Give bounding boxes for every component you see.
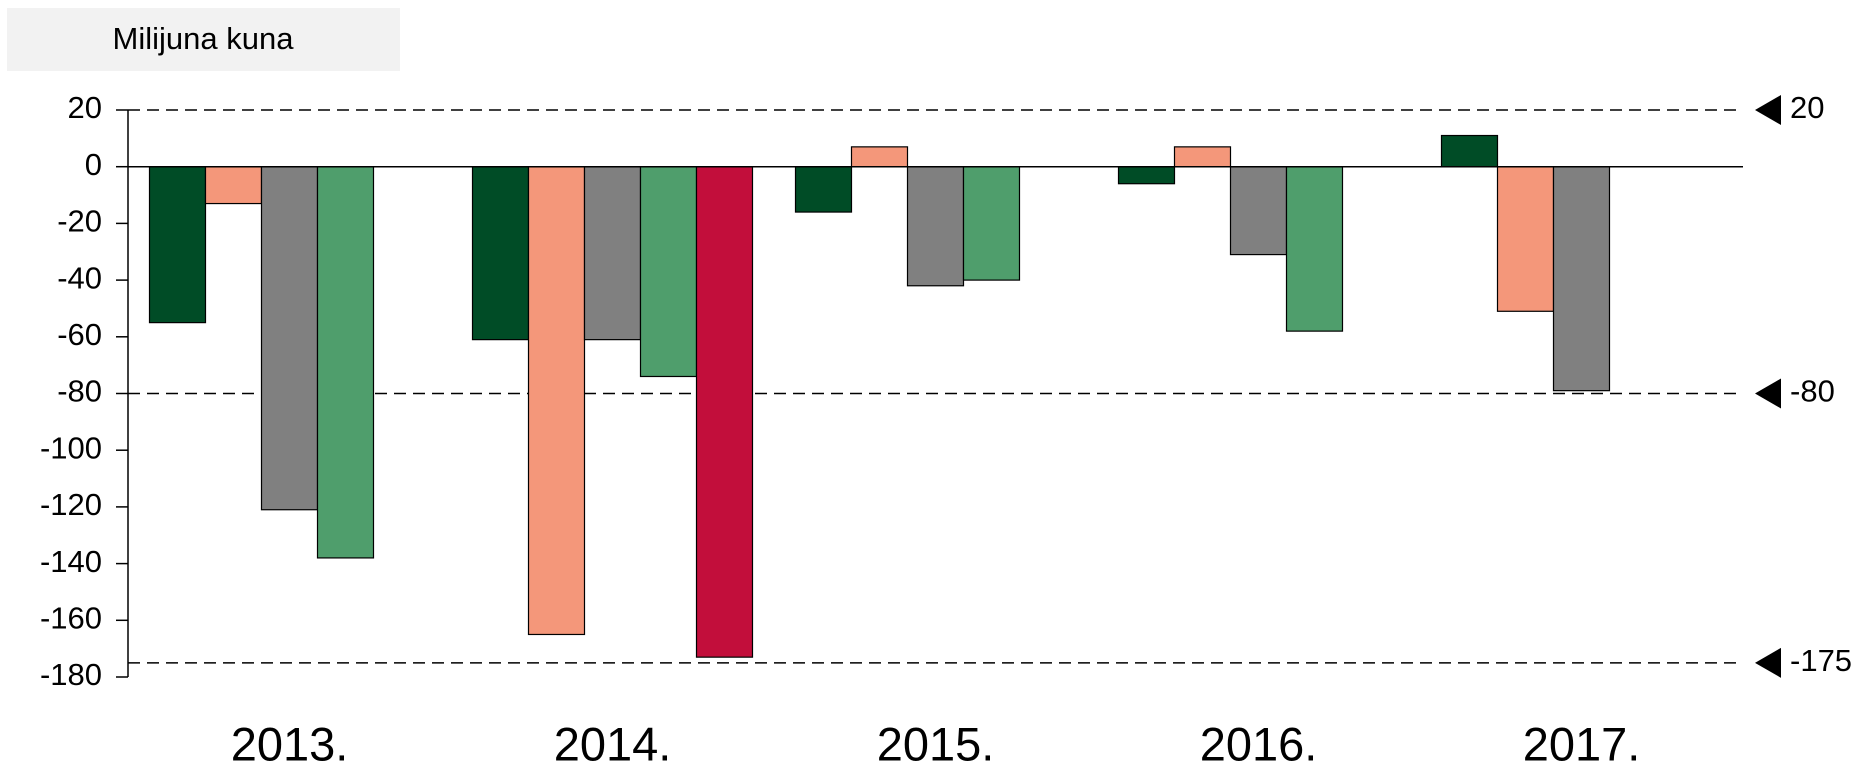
y-tick-label: -40 bbox=[57, 260, 102, 295]
bar bbox=[794, 166, 853, 213]
bar bbox=[695, 166, 754, 658]
y-tick-label: -20 bbox=[57, 204, 102, 239]
title-box bbox=[7, 8, 400, 71]
y-tick-label: -60 bbox=[57, 317, 102, 352]
bar bbox=[204, 166, 263, 205]
reference-label: -80 bbox=[1790, 374, 1835, 409]
x-tick-label: 2015. bbox=[877, 717, 995, 769]
x-tick-label: 2017. bbox=[1523, 717, 1641, 769]
bar bbox=[906, 166, 965, 287]
bar bbox=[316, 166, 375, 559]
y-tick-label: -100 bbox=[40, 430, 102, 465]
y-tick-label: -140 bbox=[40, 544, 102, 579]
bar bbox=[583, 166, 642, 341]
bar bbox=[260, 166, 319, 511]
bar bbox=[1440, 134, 1499, 168]
bar bbox=[962, 166, 1021, 281]
bar bbox=[1285, 166, 1344, 332]
bar bbox=[1117, 166, 1176, 185]
bar bbox=[1173, 146, 1232, 168]
y-tick-label: 20 bbox=[68, 90, 102, 125]
chart-title: Milijuna kuna bbox=[113, 21, 295, 56]
y-tick-label: -120 bbox=[40, 487, 102, 522]
bar bbox=[1496, 166, 1555, 312]
reference-label: 20 bbox=[1790, 90, 1824, 125]
bar bbox=[148, 166, 207, 324]
y-tick-label: -160 bbox=[40, 600, 102, 635]
reference-marker bbox=[1755, 647, 1781, 678]
reference-marker bbox=[1755, 378, 1781, 409]
reference-label: -175 bbox=[1790, 643, 1852, 678]
y-tick-label: -80 bbox=[57, 374, 102, 409]
y-tick-label: 0 bbox=[85, 147, 102, 182]
x-tick-label: 2016. bbox=[1200, 717, 1318, 769]
x-tick-label: 2014. bbox=[554, 717, 672, 769]
bar bbox=[639, 166, 698, 378]
x-tick-label: 2013. bbox=[231, 717, 349, 769]
bar bbox=[471, 166, 530, 341]
bar bbox=[850, 146, 909, 168]
y-tick-label: -180 bbox=[40, 657, 102, 692]
bar bbox=[1552, 166, 1611, 392]
bar bbox=[527, 166, 586, 636]
reference-marker bbox=[1755, 95, 1781, 125]
bar bbox=[1229, 166, 1288, 256]
